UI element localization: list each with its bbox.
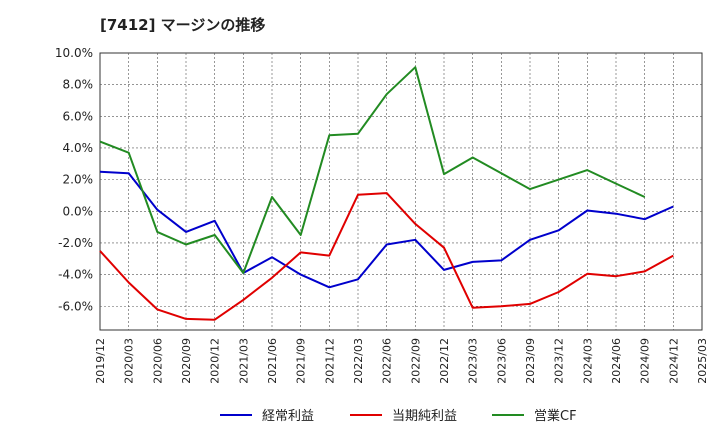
x-tick-label: 2023/06 [495, 338, 508, 384]
y-tick-label: 4.0% [63, 141, 94, 155]
plot-area [99, 52, 703, 331]
x-tick-label: 2025/03 [696, 338, 709, 384]
x-tick-label: 2021/09 [295, 338, 308, 384]
x-tick-label: 2023/09 [524, 338, 537, 384]
x-tick-label: 2023/12 [553, 338, 566, 384]
x-tick-label: 2022/06 [381, 338, 394, 384]
x-tick-label: 2021/03 [237, 338, 250, 384]
legend-label: 経常利益 [262, 409, 314, 424]
legend-label: 当期純利益 [392, 409, 457, 424]
chart-title: [7412] マージンの推移 [100, 16, 266, 34]
x-tick-label: 2021/12 [323, 338, 336, 384]
y-tick-label: 6.0% [63, 109, 94, 123]
y-tick-label: -2.0% [58, 236, 93, 250]
x-tick-label: 2020/12 [209, 338, 222, 384]
legend-label: 営業CF [534, 408, 577, 424]
x-tick-label: 2024/03 [581, 338, 594, 384]
y-tick-label: 2.0% [63, 173, 94, 187]
y-tick-label: 10.0% [55, 46, 93, 60]
x-tick-label: 2022/03 [352, 338, 365, 384]
x-tick-label: 2021/06 [266, 338, 279, 384]
y-tick-label: 0.0% [63, 204, 94, 218]
x-tick-label: 2020/06 [151, 338, 164, 384]
x-tick-label: 2020/03 [123, 338, 136, 384]
x-tick-label: 2024/09 [639, 338, 652, 384]
series-line-2 [99, 192, 674, 321]
series-line-1 [99, 170, 674, 289]
x-tick-label: 2022/12 [438, 338, 451, 384]
x-tick-label: 2023/03 [467, 338, 480, 384]
y-tick-label: 8.0% [63, 78, 94, 92]
series-line-3 [99, 66, 646, 274]
x-tick-label: 2020/09 [180, 338, 193, 384]
x-tick-label: 2022/09 [409, 338, 422, 384]
x-tick-label: 2024/06 [610, 338, 623, 384]
y-tick-label: -4.0% [58, 268, 93, 282]
y-tick-label: -6.0% [58, 299, 93, 313]
x-tick-label: 2024/12 [667, 338, 680, 384]
x-tick-label: 2019/12 [94, 338, 107, 384]
